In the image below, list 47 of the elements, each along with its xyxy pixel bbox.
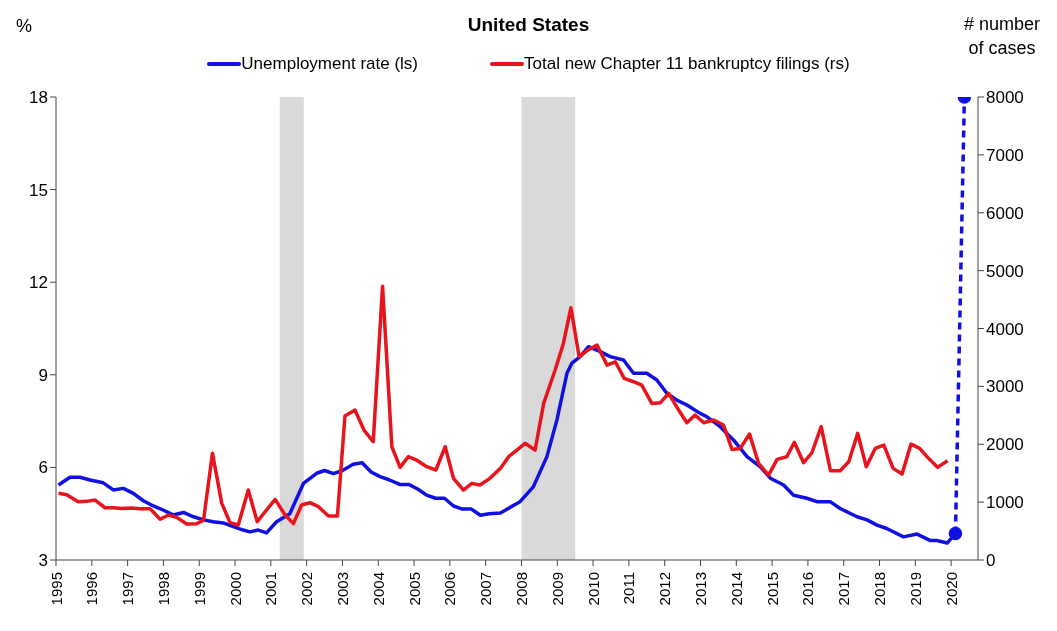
x-tick-label: 2018 xyxy=(871,572,889,606)
y2-tick-label: 7000 xyxy=(986,145,1024,165)
x-tick-label: 2001 xyxy=(262,572,280,606)
x-tick-label: 1996 xyxy=(83,572,101,606)
x-tick-label: 2008 xyxy=(512,572,530,606)
x-tick-label: 1999 xyxy=(190,572,208,606)
x-tick-label: 1995 xyxy=(47,572,65,606)
y-tick-label: 12 xyxy=(29,273,48,293)
x-tick-label: 2009 xyxy=(548,572,566,606)
x-tick-label: 2016 xyxy=(799,572,817,606)
y2-tick-label: 0 xyxy=(986,551,996,571)
x-tick-label: 2003 xyxy=(333,572,351,606)
y-tick-label: 18 xyxy=(29,88,48,108)
x-tick-label: 2015 xyxy=(763,572,781,606)
x-tick-label: 1997 xyxy=(119,572,137,606)
y-tick-label: 3 xyxy=(38,551,48,571)
x-tick-label: 2004 xyxy=(369,572,387,606)
x-tick-label: 2012 xyxy=(656,572,674,606)
y2-axis-title: # number of cases xyxy=(962,13,1041,60)
x-tick-label: 2013 xyxy=(692,572,709,606)
x-tick-label: 2011 xyxy=(620,572,638,605)
y-tick-label: 15 xyxy=(29,180,48,200)
y-axis-title: % xyxy=(16,16,33,37)
x-tick-label: 2014 xyxy=(727,572,745,606)
y2-tick-label: 4000 xyxy=(986,319,1024,339)
x-tick-label: 2017 xyxy=(835,572,853,606)
x-tick-label: 2007 xyxy=(477,572,495,606)
legend-label: Total new Chapter 11 bankruptcy filings (rs) xyxy=(524,54,850,74)
y2-tick-label: 2000 xyxy=(986,435,1024,455)
line-series xyxy=(56,284,950,527)
x-tick-label: 1998 xyxy=(154,572,172,606)
x-tick-label: 2002 xyxy=(298,572,316,606)
y2-tick-label: 6000 xyxy=(986,203,1024,223)
x-tick-label: 2019 xyxy=(906,572,924,606)
x-tick-label: 2006 xyxy=(441,572,459,606)
legend-label: Unemployment rate (ls) xyxy=(241,54,418,74)
x-tick-label: 2020 xyxy=(942,572,960,606)
y-tick-label: 6 xyxy=(38,458,48,478)
x-tick-label: 2010 xyxy=(584,572,602,606)
y2-tick-label: 3000 xyxy=(986,377,1024,397)
chart-title: United States xyxy=(467,14,590,35)
y2-tick-label: 1000 xyxy=(986,493,1024,513)
x-tick-label: 2005 xyxy=(405,572,423,606)
x-tick-label: 2000 xyxy=(226,572,244,606)
y-tick-label: 9 xyxy=(38,365,48,385)
y2-tick-label: 5000 xyxy=(986,261,1024,281)
y2-tick-label: 8000 xyxy=(986,88,1024,108)
